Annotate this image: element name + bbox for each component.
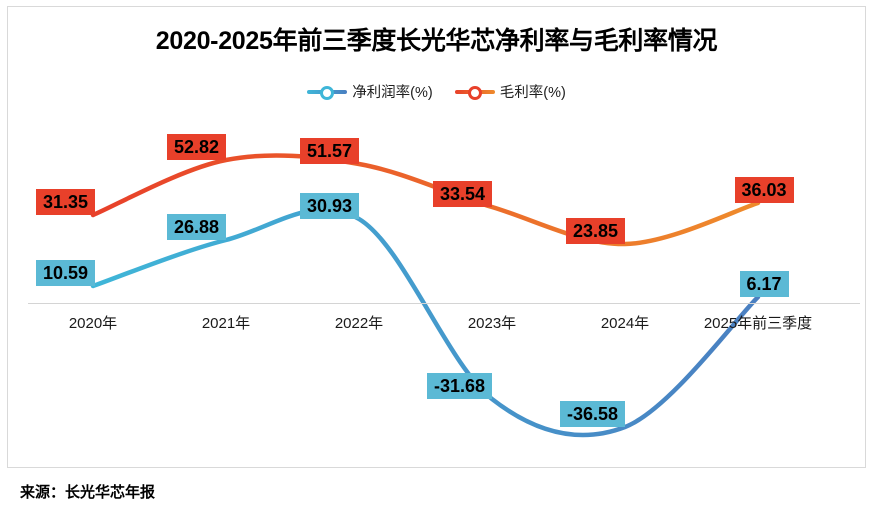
legend-label-net-profit-margin: 净利润率(%) [352, 85, 433, 101]
data-label-net-0: 10.59 [36, 260, 96, 286]
data-label-net-5: 6.17 [739, 271, 789, 297]
data-label-gross-1: 52.82 [167, 134, 227, 160]
source-note: 来源：长光华芯年报 [20, 484, 156, 501]
legend-item-net-profit-margin[interactable]: 净利润率(%) [307, 81, 433, 102]
data-label-net-1: 26.88 [167, 214, 227, 240]
data-label-gross-2: 51.57 [300, 138, 360, 164]
line-net-profit-margin [90, 207, 761, 438]
chart-frame: 2020-2025年前三季度长光华芯净利率与毛利率情况 净利润率(%) 毛利率(… [7, 6, 866, 468]
series-lines [90, 153, 761, 438]
data-label-gross-4: 23.85 [566, 218, 626, 244]
x-tick-2: 2022年 [334, 315, 384, 332]
data-label-net-2: 30.93 [300, 193, 360, 219]
x-tick-0: 2020年 [68, 315, 118, 332]
data-label-gross-0: 31.35 [36, 189, 96, 215]
line-gross-margin [90, 153, 761, 247]
legend-label-gross-margin: 毛利率(%) [499, 85, 566, 101]
data-label-gross-5: 36.03 [734, 177, 794, 203]
chart-title: 2020-2025年前三季度长光华芯净利率与毛利率情况 [155, 27, 718, 55]
legend-swatch-net-profit-margin [307, 84, 348, 100]
x-tick-4: 2024年 [600, 315, 650, 332]
chart-legend: 净利润率(%) 毛利率(%) [8, 81, 865, 102]
data-label-net-3: -31.68 [427, 373, 493, 399]
legend-item-gross-margin[interactable]: 毛利率(%) [454, 81, 566, 102]
x-axis-line [28, 303, 860, 304]
x-tick-1: 2021年 [201, 315, 251, 332]
data-label-gross-3: 33.54 [433, 181, 493, 207]
x-tick-5: 2025年前三季度 [703, 315, 813, 332]
legend-swatch-gross-margin [454, 84, 495, 100]
x-tick-3: 2023年 [467, 315, 517, 332]
plot-area: 2020年 2021年 2022年 2023年 2024年 2025年前三季度 31.35… [8, 7, 867, 469]
data-label-net-4: -36.58 [560, 401, 626, 427]
